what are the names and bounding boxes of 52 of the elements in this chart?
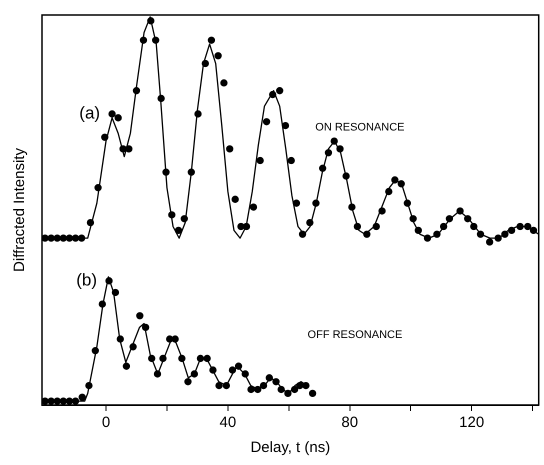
y-axis-title: Diffracted Intensity bbox=[11, 148, 28, 272]
point bbox=[136, 312, 144, 320]
point bbox=[98, 300, 106, 308]
point bbox=[242, 370, 249, 378]
point bbox=[112, 288, 120, 296]
series-label: ON RESONANCE bbox=[315, 122, 405, 134]
point bbox=[122, 362, 130, 370]
point bbox=[308, 390, 316, 398]
x-tick-label: 80 bbox=[341, 414, 358, 432]
point bbox=[47, 397, 55, 405]
series-label: (b) bbox=[76, 270, 98, 290]
point bbox=[148, 354, 156, 362]
x-tick-label: 120 bbox=[459, 414, 484, 432]
point bbox=[72, 397, 80, 405]
point bbox=[129, 343, 137, 350]
point bbox=[60, 397, 67, 405]
point bbox=[105, 277, 113, 284]
x-tick-label: 0 bbox=[102, 414, 110, 432]
point bbox=[116, 335, 124, 343]
point bbox=[54, 397, 61, 405]
x-tick-label: 40 bbox=[220, 414, 236, 432]
point bbox=[222, 382, 230, 390]
point bbox=[234, 362, 242, 370]
point bbox=[92, 347, 99, 354]
point bbox=[204, 354, 211, 362]
point bbox=[260, 382, 268, 390]
point bbox=[209, 366, 217, 374]
point bbox=[272, 378, 280, 386]
annotation: OFF RESONANCE bbox=[308, 328, 402, 341]
point bbox=[196, 354, 204, 362]
point bbox=[172, 335, 179, 343]
point bbox=[85, 382, 93, 390]
point bbox=[284, 390, 292, 398]
point bbox=[66, 397, 74, 405]
point bbox=[190, 370, 198, 378]
point bbox=[215, 382, 223, 390]
point bbox=[254, 386, 262, 394]
point bbox=[278, 386, 285, 394]
point bbox=[296, 382, 304, 390]
x-axis-title: Delay, t (ns) bbox=[250, 439, 330, 456]
point bbox=[228, 366, 236, 374]
point bbox=[290, 386, 298, 394]
point bbox=[184, 378, 192, 386]
point bbox=[266, 374, 273, 382]
point bbox=[178, 354, 186, 362]
point bbox=[78, 394, 86, 401]
point bbox=[154, 370, 162, 378]
series-label: (a) bbox=[79, 104, 100, 123]
point bbox=[159, 354, 167, 362]
point bbox=[247, 386, 255, 394]
point bbox=[302, 382, 310, 390]
point bbox=[142, 324, 150, 332]
